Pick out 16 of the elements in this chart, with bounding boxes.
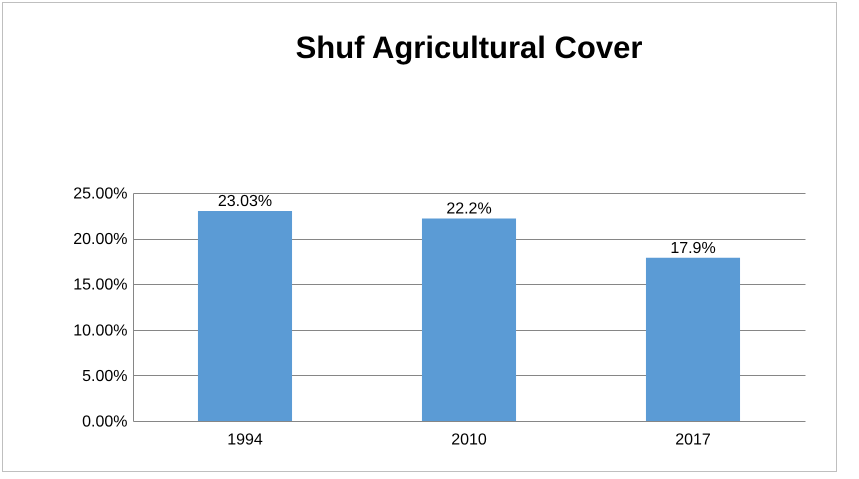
y-tick-label: 20.00% (73, 231, 128, 248)
bar (198, 210, 292, 421)
y-tick-label: 25.00% (73, 186, 128, 202)
y-tick-label: 5.00% (82, 368, 128, 385)
y-tick-label: 15.00% (73, 276, 128, 294)
y-tick-label: 0.00% (82, 414, 128, 430)
x-tick-label: 2010 (451, 432, 487, 448)
bar (422, 218, 516, 421)
x-tick-label: 2017 (675, 432, 711, 448)
bar (646, 258, 740, 421)
y-tick-label: 10.00% (73, 322, 128, 340)
chart-title: Shuf Agricultural Cover (296, 30, 642, 65)
data-label: 22.2% (446, 200, 492, 218)
x-tick-label: 1994 (227, 432, 263, 448)
data-label: 23.03% (218, 192, 272, 210)
data-label: 17.9% (670, 240, 716, 257)
